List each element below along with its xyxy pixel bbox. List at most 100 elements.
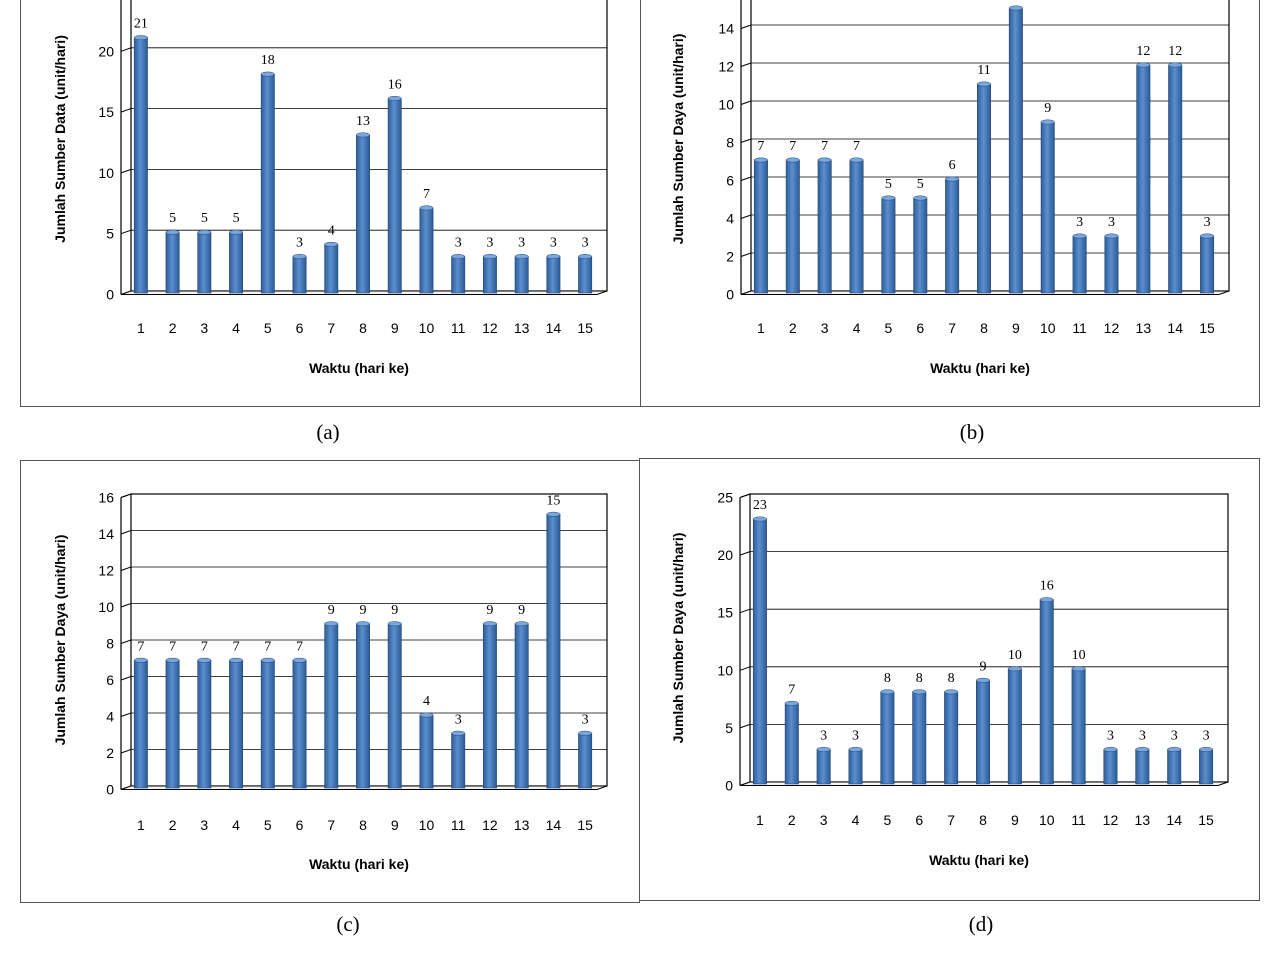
y-tick-label: 10: [98, 165, 114, 181]
bar: [324, 623, 339, 789]
bar-cap: [356, 132, 370, 138]
data-label: 5: [917, 177, 924, 192]
y-tick-label: 15: [717, 605, 733, 621]
bar-cap: [1168, 62, 1183, 68]
x-tick-label: 15: [577, 817, 593, 833]
chart-svg-c: 0 2 4 6 8 10 12 14 16 7 1 7 2 7 3 7 4 7 5 7 6 9 7 9 8 9 9 4 10 3 11 9 12…: [52, 490, 608, 872]
bar-cap: [387, 95, 402, 101]
x-axis-title: Waktu (hari ke): [309, 360, 409, 376]
y-tick-label: 0: [106, 782, 114, 798]
chart-panel-d: 0 5 10 15 20 25 23 1 7 2 3 3 3 4 8 5 8 6 8 7 9 8 10 9 16 10 10 11 3 1…: [639, 458, 1260, 901]
x-tick-label: 10: [1039, 812, 1055, 828]
data-label: 7: [296, 639, 303, 654]
bar: [1135, 749, 1150, 785]
y-tick-label: 4: [106, 709, 114, 725]
bar: [482, 623, 497, 789]
data-label: 21: [134, 17, 148, 32]
y-tick-label: 8: [106, 636, 114, 652]
y-axis-title: Jumlah Sumber Data (unit/hari): [52, 35, 68, 243]
y-tick-label: 16: [98, 490, 114, 506]
x-tick-label: 5: [264, 320, 272, 336]
data-label: 3: [455, 712, 462, 727]
data-label: 7: [201, 639, 208, 654]
gridline-depth: [120, 603, 132, 608]
x-tick-label: 6: [296, 320, 304, 336]
bar: [546, 256, 561, 294]
bar-cap: [977, 81, 991, 87]
y-tick-label: 8: [726, 135, 734, 151]
y-tick-label: 10: [98, 599, 114, 615]
bar: [165, 231, 180, 294]
x-tick-label: 6: [916, 320, 924, 336]
data-label: 18: [261, 53, 275, 68]
bar: [229, 659, 244, 789]
chart-caption-c: (c): [336, 912, 360, 936]
bar-cap: [1199, 746, 1214, 752]
bar: [1039, 599, 1054, 785]
bar: [848, 749, 863, 785]
data-label: 4: [328, 223, 335, 238]
gridline-depth: [740, 214, 752, 219]
gridline-depth: [120, 47, 132, 52]
bar-cap: [133, 35, 148, 41]
bar: [912, 691, 927, 785]
x-tick-label: 2: [788, 812, 796, 828]
bar-cap: [260, 657, 275, 663]
bar: [197, 659, 212, 789]
bar: [133, 37, 148, 294]
data-label: 9: [486, 603, 493, 618]
gridline-depth: [120, 676, 132, 681]
data-label: 3: [820, 728, 827, 743]
y-tick-label: 10: [717, 662, 733, 678]
data-label: 3: [550, 236, 557, 251]
bar-cap: [1136, 62, 1151, 68]
bar-cap: [913, 195, 928, 201]
y-tick-label: 0: [106, 287, 114, 303]
x-tick-label: 8: [980, 320, 988, 336]
bar: [546, 513, 561, 789]
data-label: 9: [328, 603, 335, 618]
data-label: 16: [1040, 579, 1054, 594]
x-tick-label: 12: [1104, 320, 1120, 336]
bar: [752, 518, 767, 785]
bar: [482, 256, 497, 294]
bar: [1008, 7, 1023, 294]
bar: [1200, 235, 1215, 294]
gridline-depth: [740, 100, 752, 105]
bar-cap: [1039, 597, 1054, 603]
y-tick-label: 20: [717, 547, 733, 563]
y-tick-label: 4: [726, 211, 734, 227]
bar-cap: [197, 229, 212, 235]
side-wall: [739, 493, 751, 498]
x-tick-label: 11: [451, 320, 466, 336]
bar-cap: [483, 621, 497, 627]
data-label: 23: [753, 498, 767, 513]
data-label: 9: [391, 603, 398, 618]
gridline-depth: [120, 712, 132, 717]
bar-cap: [880, 689, 895, 695]
x-tick-label: 7: [327, 320, 335, 336]
bar-cap: [451, 730, 466, 736]
data-label: 5: [169, 211, 176, 226]
bar: [785, 159, 800, 294]
x-tick-label: 3: [200, 320, 208, 336]
bar: [387, 623, 402, 789]
chart-panel-b: 0246810121416717273745556671181599103113…: [640, 0, 1260, 407]
x-tick-label: 9: [1011, 812, 1019, 828]
bar-cap: [483, 254, 497, 259]
data-label: 7: [137, 639, 144, 654]
data-label: 9: [360, 603, 367, 618]
bar: [1104, 235, 1119, 294]
x-tick-label: 12: [1103, 812, 1119, 828]
x-axis-title: Waktu (hari ke): [930, 360, 1030, 376]
x-tick-label: 5: [264, 817, 272, 833]
bar-cap: [1040, 119, 1055, 125]
bar: [578, 732, 593, 789]
bar: [229, 231, 244, 294]
bar: [945, 178, 960, 294]
bar-cap: [1104, 233, 1119, 239]
x-tick-label: 4: [232, 817, 240, 833]
x-tick-label: 7: [327, 817, 335, 833]
bar-cap: [419, 205, 434, 211]
x-tick-label: 8: [359, 817, 367, 833]
